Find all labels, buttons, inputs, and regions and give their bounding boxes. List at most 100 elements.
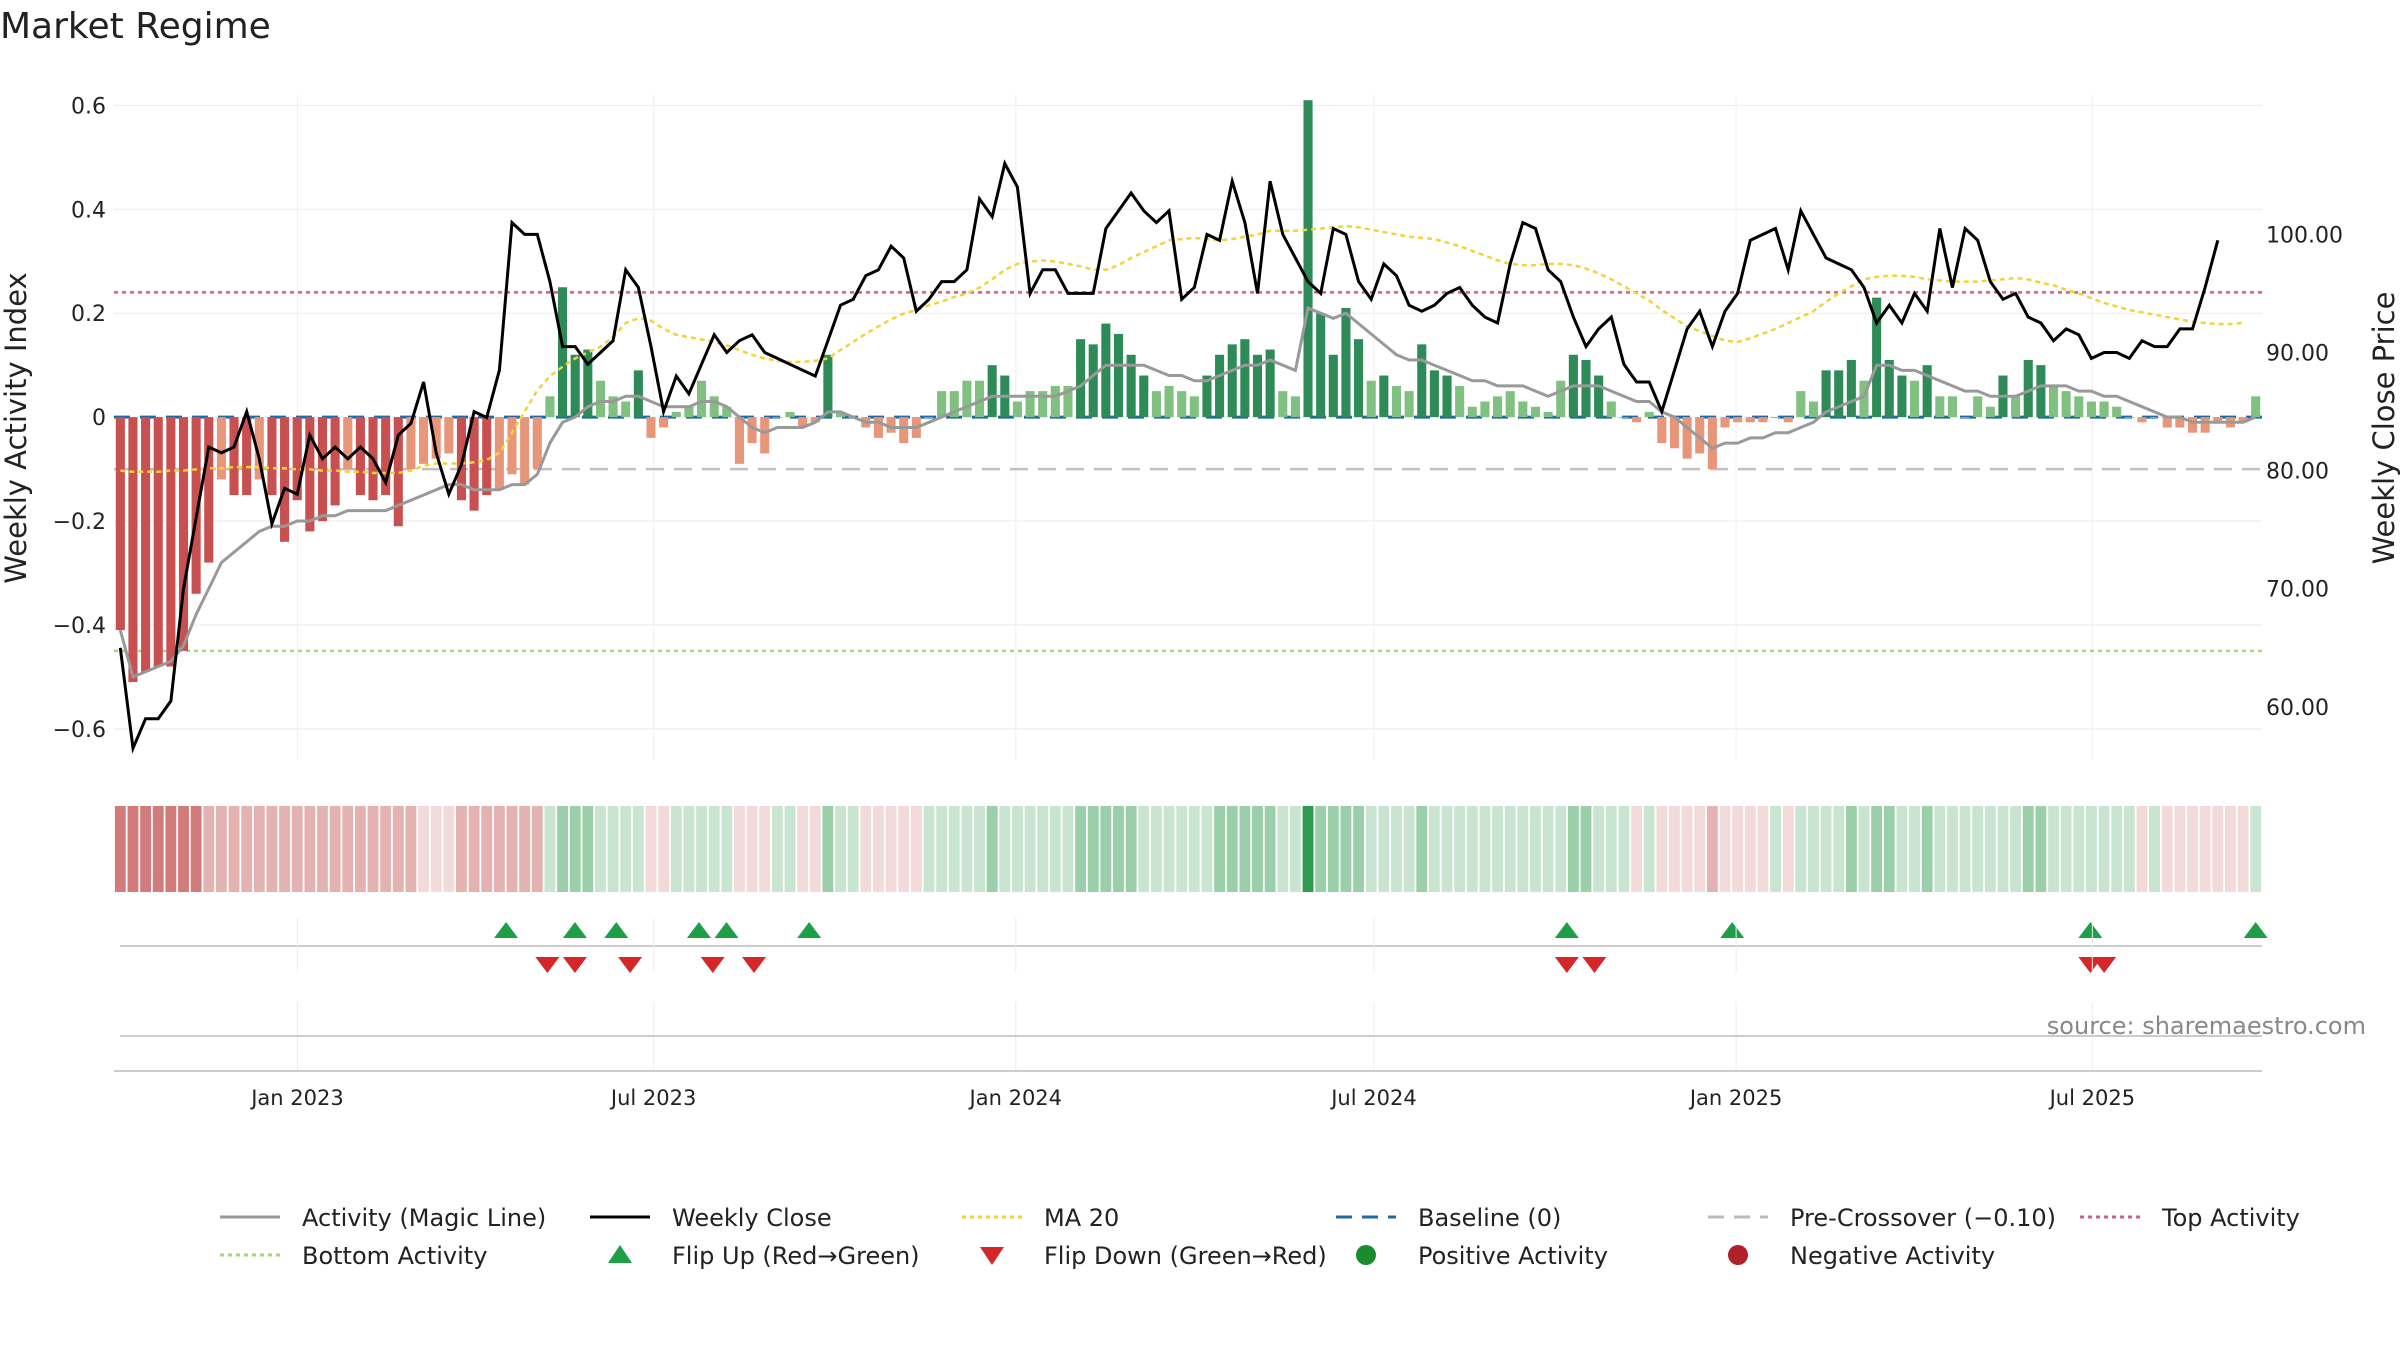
regime-cell — [1782, 806, 1794, 892]
activity-bar — [141, 417, 151, 672]
regime-cell — [847, 806, 859, 892]
flip-up-marker — [2078, 922, 2103, 938]
regime-cell — [1365, 806, 1377, 892]
series-lines — [118, 159, 2257, 754]
activity-bar — [1808, 401, 1818, 418]
regime-cell — [961, 806, 973, 892]
activity-bar — [482, 417, 492, 496]
activity-bar — [671, 411, 681, 418]
regime-cell — [1984, 806, 1996, 892]
activity-bar — [1695, 417, 1705, 454]
activity-bar — [507, 417, 517, 475]
activity-bar — [1038, 391, 1048, 418]
regime-cell — [771, 806, 783, 892]
activity-bar — [1265, 349, 1275, 418]
regime-cell — [241, 806, 253, 892]
activity-bar — [1442, 375, 1452, 418]
regime-cell — [342, 806, 354, 892]
activity-bar — [305, 417, 315, 532]
activity-bar — [1821, 370, 1831, 418]
activity-bar — [659, 417, 669, 428]
regime-cell — [948, 806, 960, 892]
regime-cell — [1530, 806, 1541, 892]
flip-markers — [120, 922, 2268, 973]
activity-bar — [1290, 396, 1300, 418]
activity-bar — [684, 406, 694, 418]
regime-cell — [291, 806, 303, 892]
ma20-line — [120, 224, 2244, 475]
activity-bar — [1707, 417, 1717, 470]
flip-up-marker — [604, 922, 629, 938]
activity-bar — [835, 411, 846, 418]
regime-cell — [1289, 806, 1301, 892]
activity-bar — [2011, 396, 2021, 418]
regime-cell — [873, 806, 884, 892]
activity-bar — [2137, 417, 2147, 423]
legend-swatch — [1728, 1245, 1748, 1265]
left-tick-label: −0.6 — [53, 718, 106, 743]
regime-cell — [1567, 806, 1579, 892]
regime-cell — [2250, 806, 2262, 892]
legend-item: Weekly Close — [590, 1204, 832, 1232]
regime-cell — [1820, 806, 1832, 892]
right-tick-label: 90.00 — [2266, 341, 2329, 366]
regime-cell — [1062, 806, 1074, 892]
regime-cell — [759, 806, 771, 892]
x-tick-label: Jul 2025 — [2048, 1086, 2135, 1110]
regime-cell — [1163, 806, 1175, 892]
activity-bar — [1594, 375, 1604, 418]
activity-bar — [1619, 417, 1629, 419]
regime-cell — [923, 806, 935, 892]
regime-cell — [468, 806, 480, 892]
regime-cell — [1542, 806, 1554, 892]
regime-cell — [127, 806, 139, 892]
regime-cell — [569, 806, 581, 892]
regime-cell — [2048, 806, 2059, 892]
activity-bar — [128, 417, 138, 683]
activity-bar — [1341, 308, 1351, 418]
regime-cell — [1492, 806, 1503, 892]
regime-cell — [1327, 806, 1339, 892]
flip-up-marker — [686, 922, 711, 938]
legend: Activity (Magic Line) Weekly Close MA 20 Ba… — [220, 1204, 2300, 1270]
activity-bar — [1720, 417, 1730, 428]
activity-bar — [570, 354, 580, 418]
regime-cell — [708, 806, 720, 892]
regime-cell — [405, 806, 417, 892]
activity-bar — [1556, 380, 1566, 418]
left-axis-label: Weekly Activity Index — [0, 272, 33, 583]
activity-bar — [1682, 417, 1692, 459]
regime-cell — [2161, 806, 2173, 892]
activity-bar — [709, 396, 719, 418]
activity-bar — [1530, 406, 1541, 418]
activity-bar — [924, 417, 934, 419]
left-tick-label: −0.2 — [53, 510, 106, 535]
flip-up-marker — [1554, 922, 1579, 938]
regime-cell — [910, 806, 922, 892]
activity-bar — [772, 417, 782, 419]
regime-cell — [430, 806, 442, 892]
regime-cell — [822, 806, 834, 892]
activity-bar — [1985, 406, 1995, 418]
flip-down-marker — [742, 957, 767, 973]
x-tick-label: Jul 2024 — [1329, 1086, 1416, 1110]
regime-cell — [1125, 806, 1137, 892]
activity-bar — [1379, 375, 1389, 418]
flip-up-marker — [714, 922, 739, 938]
flip-down-marker — [1582, 957, 1607, 973]
activity-bar — [1164, 385, 1174, 418]
regime-cell — [607, 806, 619, 892]
activity-bar — [646, 417, 656, 438]
left-tick-label: 0.2 — [71, 302, 106, 327]
regime-cell — [165, 806, 177, 892]
right-tick-label: 100.00 — [2266, 223, 2343, 248]
activity-bar — [1417, 344, 1427, 418]
activity-bar — [1354, 339, 1364, 418]
regime-cell — [999, 806, 1011, 892]
regime-cell — [2237, 806, 2249, 892]
activity-bar — [1581, 359, 1591, 418]
activity-bar — [633, 370, 643, 418]
x-tick-label: Jul 2023 — [609, 1086, 696, 1110]
regime-cell — [1378, 806, 1390, 892]
activity-bar — [406, 417, 416, 470]
